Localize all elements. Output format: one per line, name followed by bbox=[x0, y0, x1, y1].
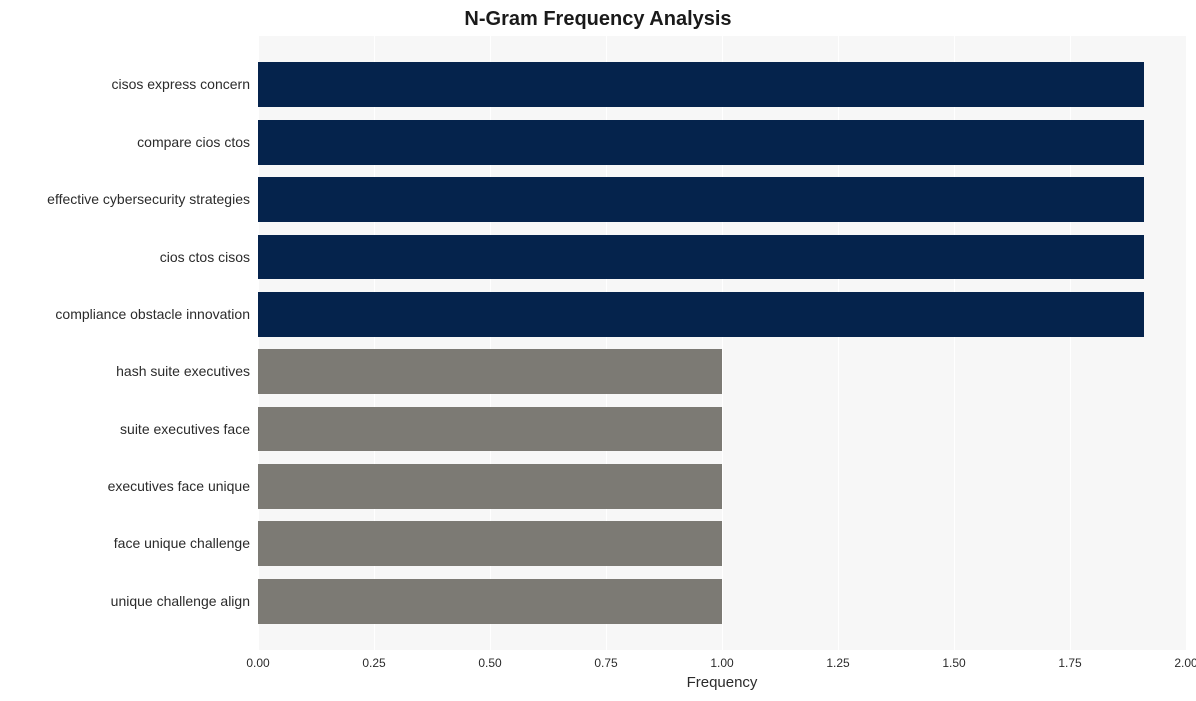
x-tick-label: 0.75 bbox=[594, 656, 617, 670]
x-tick-label: 1.00 bbox=[710, 656, 733, 670]
bar bbox=[258, 177, 1144, 222]
x-tick-label: 1.25 bbox=[826, 656, 849, 670]
bar bbox=[258, 292, 1144, 337]
bar bbox=[258, 62, 1144, 107]
x-tick-label: 2.00 bbox=[1174, 656, 1196, 670]
y-tick-label: compliance obstacle innovation bbox=[55, 306, 250, 322]
y-tick-label: executives face unique bbox=[108, 478, 250, 494]
y-tick-label: compare cios ctos bbox=[137, 134, 250, 150]
x-tick-label: 1.50 bbox=[942, 656, 965, 670]
x-tick-label: 0.50 bbox=[478, 656, 501, 670]
ngram-frequency-chart: N-Gram Frequency Analysis Frequency 0.00… bbox=[0, 0, 1196, 701]
chart-title: N-Gram Frequency Analysis bbox=[0, 8, 1196, 31]
y-tick-label: face unique challenge bbox=[114, 535, 250, 551]
bar bbox=[258, 235, 1144, 280]
y-tick-label: unique challenge align bbox=[111, 593, 250, 609]
x-tick-label: 1.75 bbox=[1058, 656, 1081, 670]
bar bbox=[258, 579, 722, 624]
x-tick-label: 0.00 bbox=[246, 656, 269, 670]
bar bbox=[258, 464, 722, 509]
y-tick-label: cisos express concern bbox=[111, 76, 250, 92]
bar bbox=[258, 120, 1144, 165]
bar bbox=[258, 349, 722, 394]
y-tick-label: suite executives face bbox=[120, 421, 250, 437]
plot-area bbox=[258, 36, 1186, 650]
gridline bbox=[1186, 36, 1187, 650]
x-axis-label: Frequency bbox=[258, 674, 1186, 691]
y-tick-label: cios ctos cisos bbox=[160, 249, 250, 265]
y-tick-label: hash suite executives bbox=[116, 363, 250, 379]
y-tick-label: effective cybersecurity strategies bbox=[47, 191, 250, 207]
bar bbox=[258, 521, 722, 566]
bar bbox=[258, 407, 722, 452]
x-tick-label: 0.25 bbox=[362, 656, 385, 670]
